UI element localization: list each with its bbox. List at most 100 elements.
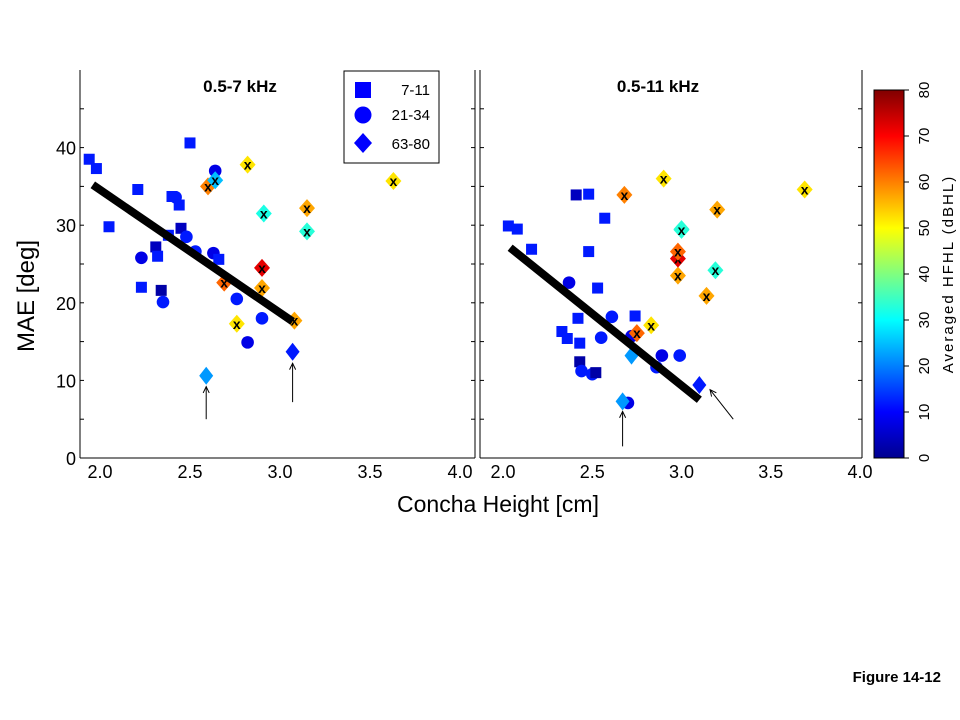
colorbar-label: Averaged HFHL (dBHL) bbox=[940, 175, 957, 373]
x-tick-label: 2.0 bbox=[87, 462, 112, 482]
panel-title: 0.5-11 kHz bbox=[617, 77, 699, 96]
annotation-arrow bbox=[709, 388, 734, 420]
mark-group: xxxxxxxxxxxxx bbox=[502, 169, 813, 447]
data-point-circle bbox=[156, 295, 170, 309]
x-marker-body bbox=[255, 204, 272, 223]
x-marker-body bbox=[643, 316, 660, 335]
data-point-square bbox=[629, 310, 641, 322]
data-point-x: x bbox=[239, 155, 256, 174]
figure-label: Figure 14-12 bbox=[853, 669, 941, 686]
data-point-square bbox=[213, 253, 225, 265]
data-point-square bbox=[570, 189, 582, 201]
data-point-x: x bbox=[385, 171, 402, 190]
x-tick-label: 3.0 bbox=[669, 462, 694, 482]
x-marker-glyph: x bbox=[678, 222, 686, 238]
data-point-circle bbox=[230, 292, 244, 306]
y-tick-label: 0 bbox=[66, 449, 76, 469]
data-point-x: x bbox=[254, 279, 270, 298]
x-tick-label: 3.5 bbox=[357, 462, 382, 482]
data-point-square bbox=[572, 312, 584, 324]
data-point-square bbox=[502, 220, 514, 232]
x-marker-glyph: x bbox=[633, 325, 641, 341]
x-marker-body bbox=[707, 261, 724, 280]
colorbar-tick-label: 10 bbox=[916, 404, 933, 421]
data-point-circle bbox=[255, 312, 269, 325]
data-point-square bbox=[583, 188, 595, 200]
data-point-square bbox=[152, 250, 164, 262]
colorbar-tick-label: 0 bbox=[916, 454, 933, 462]
x-marker-body bbox=[796, 180, 813, 199]
legend: 7-11 21-34 63-80 bbox=[343, 70, 440, 164]
x-marker-body bbox=[709, 200, 726, 219]
data-point-x: x bbox=[299, 222, 315, 241]
data-point-x: x bbox=[707, 261, 724, 280]
data-point-square bbox=[574, 337, 586, 349]
data-point-x: x bbox=[228, 314, 245, 333]
arrow-head bbox=[709, 388, 717, 397]
x-tick-label: 2.0 bbox=[490, 462, 515, 482]
x-marker-body bbox=[669, 266, 686, 285]
x-marker-glyph: x bbox=[660, 171, 668, 187]
legend-circle-marker bbox=[354, 106, 372, 124]
data-point-circle bbox=[605, 310, 619, 324]
panel-0-5-11-khz: 2.0 2.5 3.0 3.5 4.0 xxxxxxxxxxxxx 0.5-11 kHz bbox=[479, 70, 873, 482]
y-tick-label: 20 bbox=[56, 294, 76, 314]
x-marker-body bbox=[673, 220, 690, 239]
colorbar: 0 10 20 30 40 50 60 70 80 Averaged HFHL (dBHL) bbox=[873, 82, 957, 462]
colorbar-tick-label: 80 bbox=[916, 82, 933, 99]
data-point-circle bbox=[575, 364, 588, 378]
data-point-x: x bbox=[299, 199, 315, 218]
legend-label-63-80: 63-80 bbox=[392, 136, 430, 153]
x-marker-glyph: x bbox=[204, 178, 212, 194]
data-point-square bbox=[90, 163, 102, 175]
legend-square-marker bbox=[355, 82, 371, 98]
regression-line bbox=[90, 181, 295, 325]
x-marker-body bbox=[698, 286, 715, 305]
data-point-circle bbox=[673, 349, 687, 362]
x-marker-body bbox=[385, 171, 402, 190]
x-marker-glyph: x bbox=[258, 280, 266, 296]
data-point-diamond bbox=[692, 376, 707, 395]
data-point-square bbox=[175, 222, 187, 234]
annotation-arrow bbox=[289, 362, 297, 403]
data-point-square bbox=[150, 241, 162, 253]
x-marker-body bbox=[299, 199, 315, 218]
data-point-square bbox=[556, 326, 568, 338]
annotation-arrow bbox=[202, 385, 210, 420]
data-point-x: x bbox=[643, 316, 660, 335]
panel-title: 0.5-7 kHz bbox=[203, 77, 277, 96]
x-marker-body bbox=[228, 314, 245, 333]
x-marker-body bbox=[239, 155, 256, 174]
data-point-square bbox=[561, 332, 573, 344]
legend-diamond-marker bbox=[354, 133, 372, 153]
x-marker-glyph: x bbox=[211, 172, 219, 188]
x-marker-glyph: x bbox=[291, 313, 299, 329]
data-point-circle bbox=[241, 336, 254, 349]
x-marker-glyph: x bbox=[390, 173, 398, 189]
x-tick-label: 3.0 bbox=[267, 462, 292, 482]
data-point-square bbox=[184, 137, 196, 149]
data-point-diamond bbox=[199, 366, 214, 385]
data-point-square bbox=[590, 367, 602, 379]
annotation-arrow bbox=[619, 410, 627, 447]
data-point-circle bbox=[208, 164, 222, 178]
x-marker-body bbox=[655, 169, 672, 188]
x-marker-body bbox=[669, 242, 686, 261]
x-marker-glyph: x bbox=[258, 260, 266, 276]
x-marker-glyph: x bbox=[620, 187, 628, 203]
data-point-square bbox=[526, 243, 538, 255]
data-point-square bbox=[583, 246, 595, 258]
data-point-square bbox=[132, 184, 144, 196]
data-point-circle bbox=[180, 230, 193, 244]
x-marker-glyph: x bbox=[674, 244, 682, 260]
data-point-circle bbox=[135, 251, 148, 265]
tick-group: 2.0 2.5 3.0 3.5 4.0 bbox=[480, 108, 873, 482]
x-marker-glyph: x bbox=[303, 223, 311, 239]
arrow-head bbox=[619, 410, 627, 418]
x-marker-body bbox=[254, 279, 270, 298]
x-tick-label: 4.0 bbox=[447, 462, 472, 482]
y-tick-label: 40 bbox=[56, 139, 76, 159]
y-tick-label: 10 bbox=[56, 371, 76, 391]
